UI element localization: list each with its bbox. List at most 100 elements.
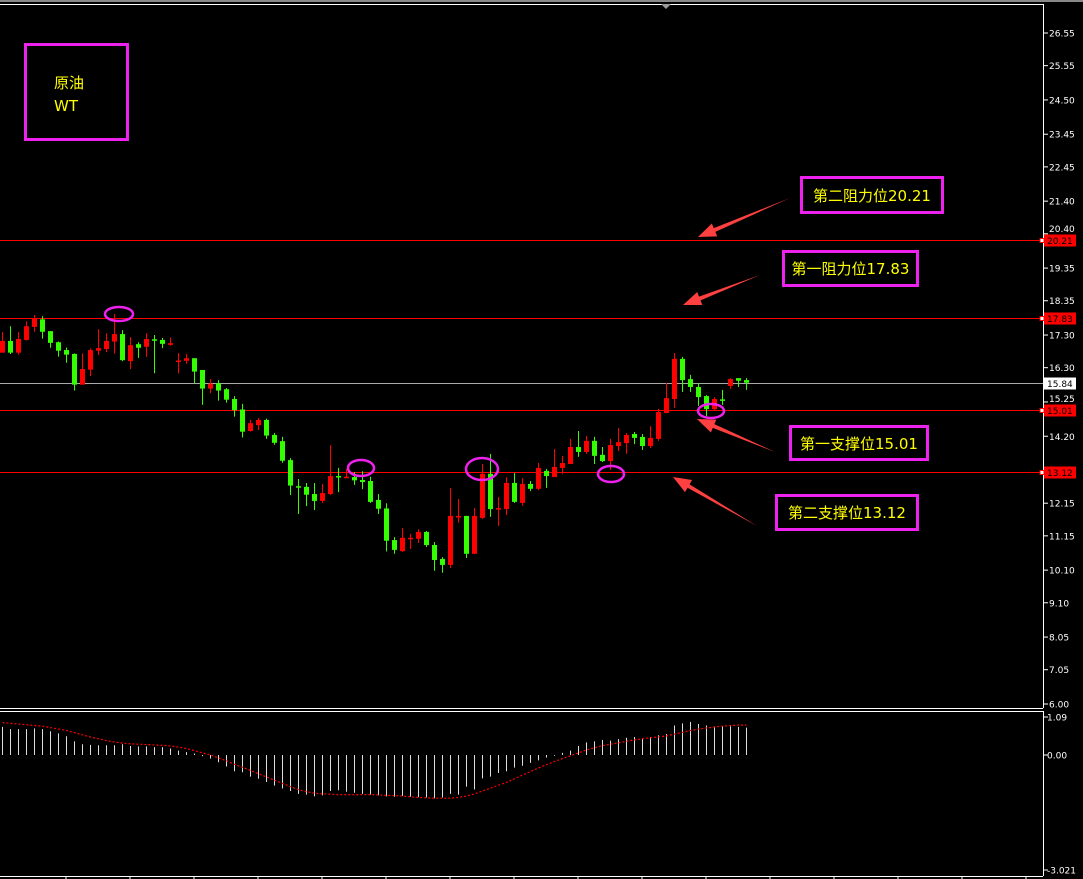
level-price-tag [1044, 466, 1076, 479]
candle-bull [504, 482, 509, 510]
level-price-label: 20.21 [1047, 237, 1073, 247]
price-tick-label: 11.15 [1049, 532, 1075, 542]
candle-bull [88, 350, 93, 370]
arrow-icon [697, 419, 775, 452]
instrument-name: 原油 [54, 74, 85, 92]
resistance-1-label: 第一阻力位17.83 [782, 250, 919, 287]
candle-bear [232, 399, 237, 411]
candle-bull [416, 531, 421, 539]
level-price-label: 15.01 [1047, 407, 1073, 417]
current-price-label: 15.84 [1047, 380, 1073, 390]
shift-marker-icon[interactable] [661, 4, 671, 9]
arrow-icon [673, 477, 757, 526]
candle-bear [440, 559, 445, 565]
candle-bear [488, 473, 493, 510]
indicator-tick-label: 0.00 [1047, 752, 1067, 762]
candle-bull [208, 383, 213, 389]
candle-bear [424, 531, 429, 545]
price-tick-label: 10.10 [1049, 567, 1075, 577]
candle-bull [616, 442, 621, 447]
candle-bear [360, 480, 365, 482]
current-price-tag [1044, 377, 1076, 390]
candle-bear [48, 331, 53, 343]
candle-bull [728, 379, 733, 386]
price-tick-label: 22.45 [1049, 163, 1075, 173]
support-2-label: 第二支撑位13.12 [775, 494, 919, 531]
candle-bear [272, 434, 277, 443]
candle-bear [592, 440, 597, 456]
candle-bull [24, 326, 29, 340]
candle-bear [120, 334, 125, 361]
candle-bear [136, 344, 141, 348]
candle-bear [336, 476, 341, 478]
candle-bull [32, 318, 37, 327]
candle-bull [16, 338, 21, 353]
candle-bull [656, 412, 661, 439]
candle-bear [736, 378, 741, 381]
price-tick-label: 7.05 [1049, 666, 1069, 676]
candle-bear [8, 340, 13, 353]
candle-bull [560, 463, 565, 468]
candle-bear [264, 419, 269, 436]
candle-bear [544, 470, 549, 477]
level-handle [1039, 470, 1045, 475]
candle-bear [224, 389, 229, 400]
price-tick-label: 12.15 [1049, 500, 1075, 510]
candle-bear [304, 486, 309, 495]
highlight-ellipse [103, 305, 135, 323]
price-tick-label: 24.50 [1049, 96, 1075, 106]
candle-bull [472, 515, 477, 554]
price-tick-label: 16.30 [1049, 364, 1075, 374]
candle-bear [632, 433, 637, 438]
level-handle [1039, 408, 1045, 413]
candle-bull [104, 340, 109, 350]
candle-bear [704, 396, 709, 410]
price-tick-label: 25.55 [1049, 62, 1075, 72]
candle-bear [720, 399, 725, 401]
candle-bear [696, 386, 701, 398]
level-handle [1039, 238, 1045, 243]
price-tick-label: 20.40 [1049, 225, 1075, 235]
candle-bull [648, 437, 653, 447]
price-tick-label: 23.45 [1049, 131, 1075, 141]
candle-bull [496, 508, 501, 510]
candle-bull [672, 358, 677, 400]
price-tick-label: 14.20 [1049, 433, 1075, 443]
candle-bull [328, 476, 333, 495]
support-1-label: 第一支撑位15.01 [789, 425, 929, 461]
candle-bull [184, 358, 189, 361]
candle-bear [352, 477, 357, 481]
level-price-tag [1044, 312, 1076, 325]
candle-bull [448, 515, 453, 565]
candle-bear [216, 383, 221, 391]
candle-bear [296, 486, 301, 488]
candle-bear [72, 353, 77, 385]
candle-bull [568, 447, 573, 465]
price-tick-label: 6.00 [1049, 701, 1069, 711]
candle-bear [688, 379, 693, 387]
arrow-icon [683, 275, 760, 305]
candle-bull [168, 343, 173, 345]
candle-bear [312, 494, 317, 501]
signal-line [2, 722, 747, 799]
candle-bear [376, 499, 381, 509]
price-tick-label: 9.10 [1049, 599, 1069, 609]
candle-bull [408, 537, 413, 540]
candle-bear [288, 460, 293, 486]
candle-bear [368, 480, 373, 502]
level-price-label: 17.83 [1047, 315, 1073, 325]
level-price-tag [1044, 404, 1076, 417]
candle-bull [584, 440, 589, 452]
candle-bear [464, 515, 469, 554]
candle-bull [480, 473, 485, 518]
candle-bear [64, 350, 69, 355]
candle-bear [40, 319, 45, 332]
candle-bull [664, 398, 669, 414]
candle-bear [640, 436, 645, 447]
level-handle [1039, 316, 1045, 321]
highlight-ellipse [696, 402, 726, 420]
highlight-ellipse [346, 458, 376, 478]
candle-bull [0, 340, 5, 353]
